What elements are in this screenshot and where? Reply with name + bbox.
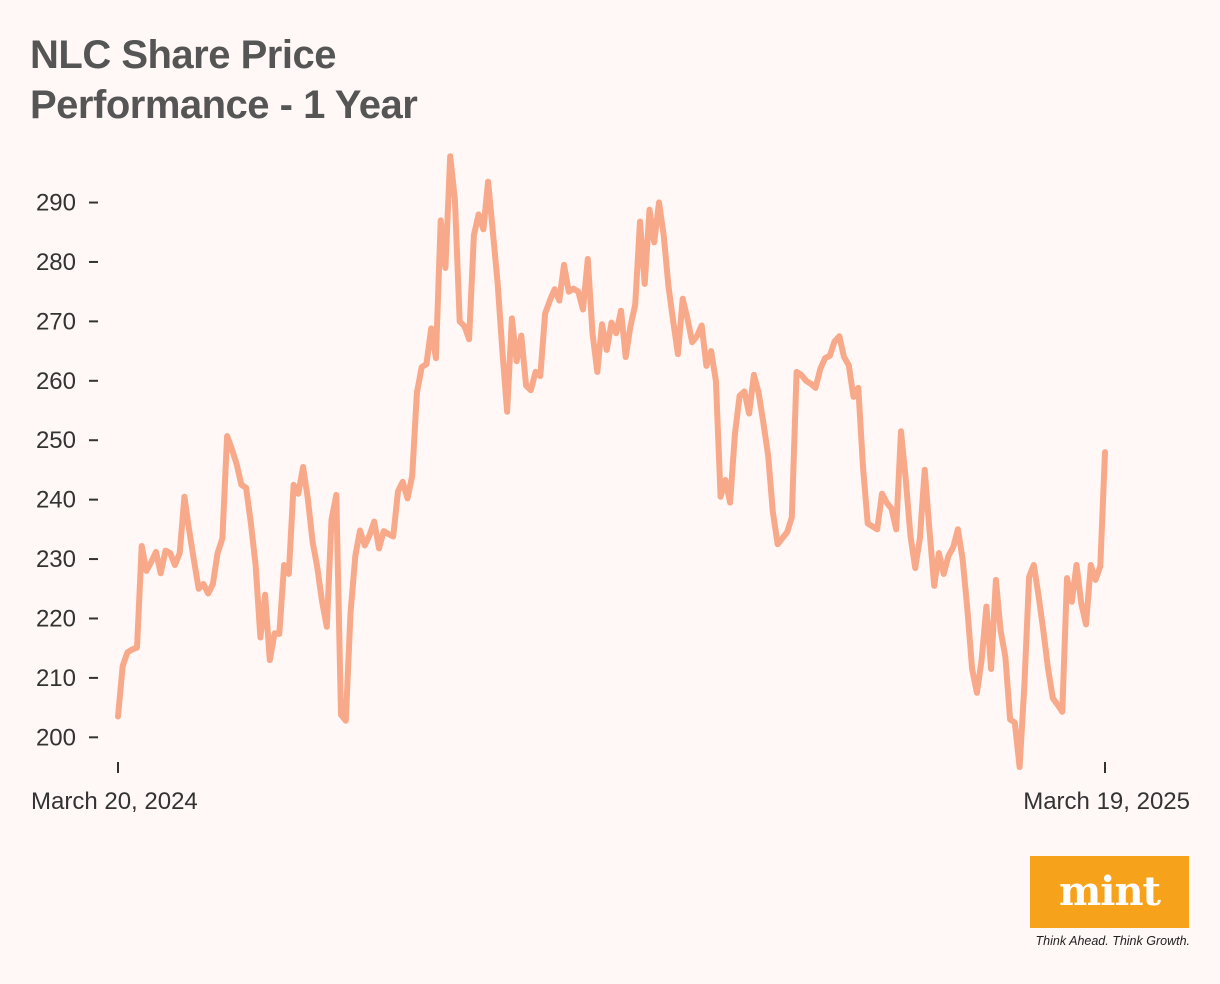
y-tick-label: 280 [36,249,76,276]
x-axis: March 20, 2024 March 19, 2025 [31,762,1190,815]
y-tick-label: 290 [36,190,76,217]
y-tick-label: 250 [36,427,76,454]
price-series-line [115,153,1108,770]
x-tick-label: March 20, 2024 [31,788,198,815]
x-tick-label: March 19, 2025 [1023,788,1190,815]
chart-title-line2: Performance - 1 Year [30,83,418,127]
mint-logo: mint [1030,856,1189,928]
logo-wordmark: mint [1058,868,1161,915]
series-layer [115,153,1108,770]
chart-title: NLC Share Price Performance - 1 Year [30,30,730,130]
y-tick-label: 270 [36,308,76,335]
y-tick-label: 210 [36,665,76,692]
chart-title-line1: NLC Share Price [30,33,336,77]
y-tick-label: 200 [36,724,76,751]
y-tick-label: 220 [36,605,76,632]
y-axis: 200 210 220 230 240 250 260 270 280 290 [36,190,98,751]
y-tick-label: 260 [36,368,76,395]
y-tick-label: 240 [36,487,76,514]
logo-tagline: Think Ahead. Think Growth. [1035,934,1190,948]
y-tick-label: 230 [36,546,76,573]
